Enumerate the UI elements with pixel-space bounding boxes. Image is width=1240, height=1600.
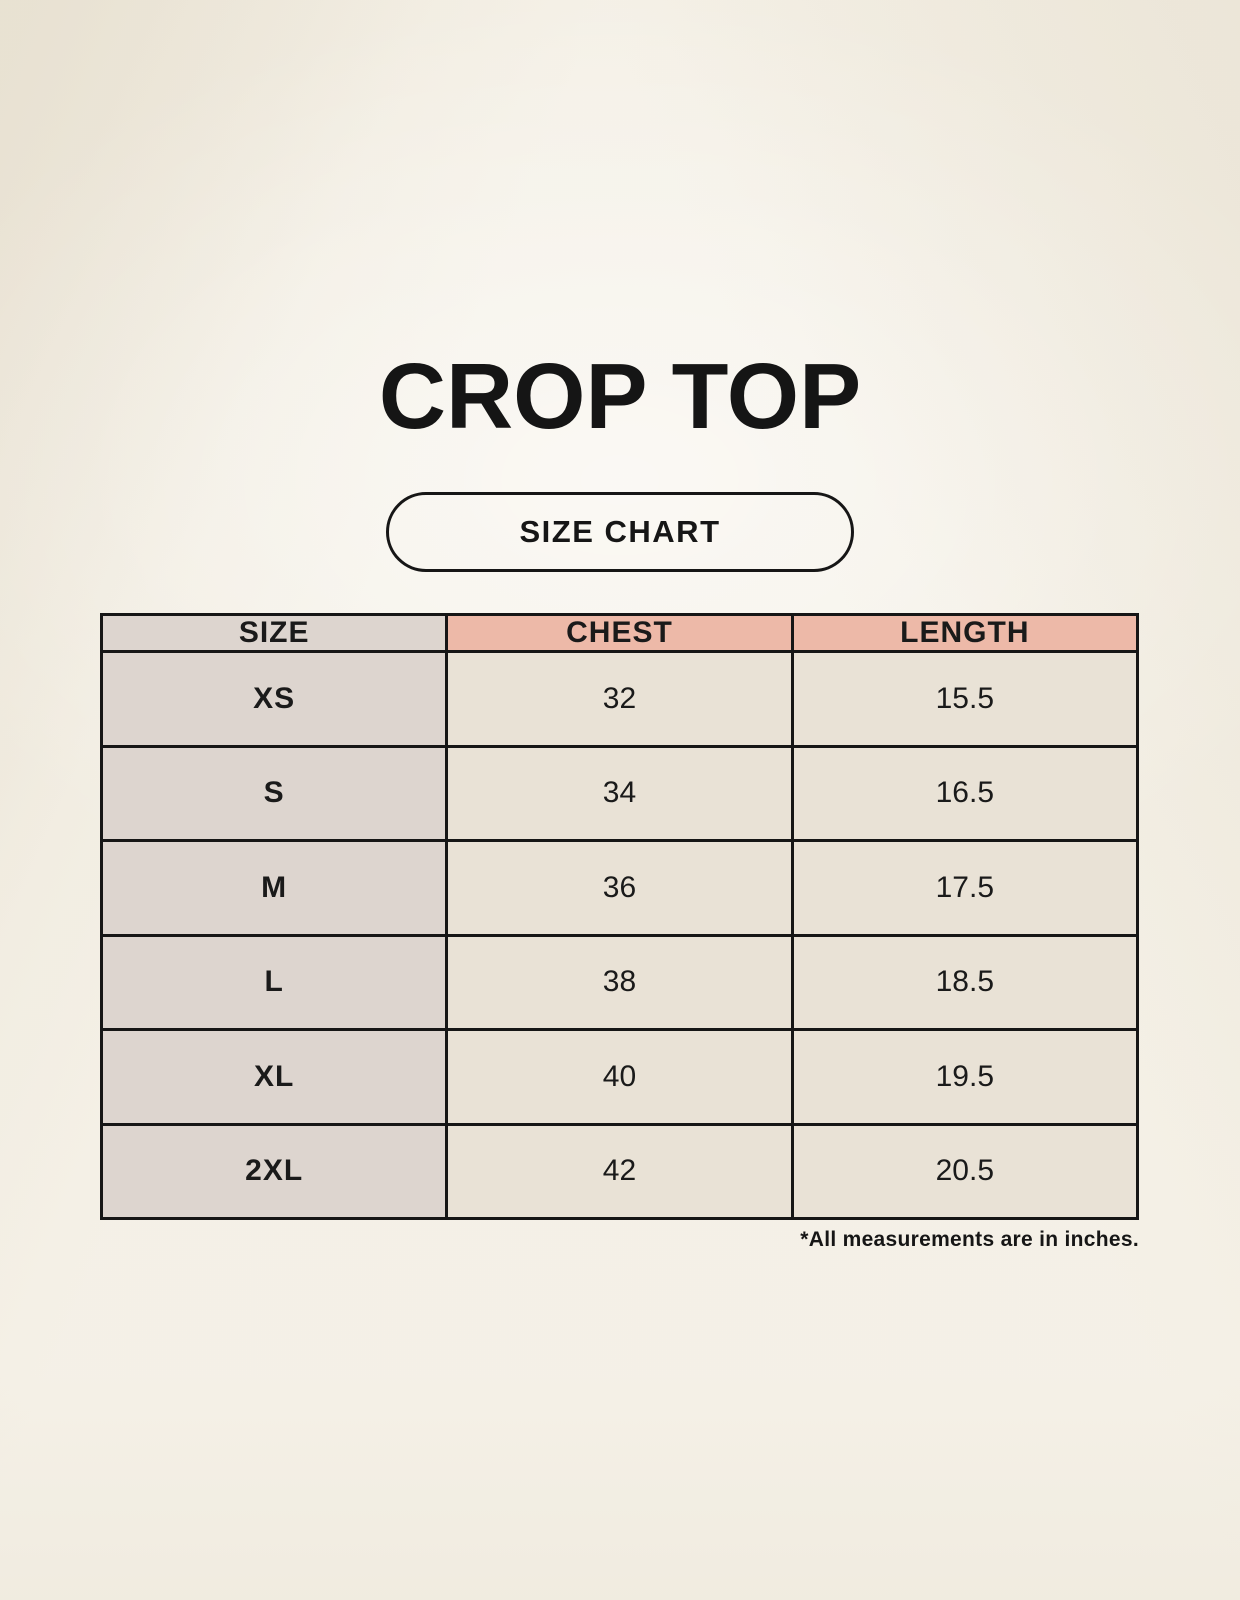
table-row-xl: XL 40 19.5 [99, 1028, 1140, 1126]
table-row-xs: XS 32 15.5 [99, 650, 1140, 748]
table-row-l: L 38 18.5 [99, 933, 1140, 1031]
table-header-row: SIZE CHEST LENGTH [99, 613, 1140, 653]
product-title: CROP TOP [378, 344, 862, 448]
size-cell: 2XL [99, 1122, 449, 1220]
size-chart-button[interactable]: SIZE CHART [386, 492, 854, 572]
size-cell: M [99, 839, 449, 937]
length-cell: 16.5 [790, 744, 1140, 842]
chest-cell: 34 [445, 744, 794, 842]
chest-cell: 38 [445, 933, 794, 1031]
table-row-m: M 36 17.5 [99, 839, 1140, 937]
chest-cell: 32 [445, 650, 794, 748]
size-chart-table: SIZE CHEST LENGTH XS 32 15.5 S 34 16.5 M… [99, 613, 1140, 1220]
length-cell: 18.5 [790, 933, 1140, 1031]
length-cell: 17.5 [790, 839, 1140, 937]
size-cell: XL [99, 1028, 449, 1126]
column-header-length: LENGTH [790, 613, 1140, 653]
length-cell: 15.5 [790, 650, 1140, 748]
chest-cell: 40 [445, 1028, 794, 1126]
chest-cell: 36 [445, 839, 794, 937]
length-cell: 20.5 [790, 1122, 1140, 1220]
measurements-note: *All measurements are in inches. [800, 1228, 1139, 1251]
size-chart-button-label: SIZE CHART [519, 514, 721, 549]
column-header-size: SIZE [99, 613, 449, 653]
chest-cell: 42 [445, 1122, 794, 1220]
size-cell: L [99, 933, 449, 1031]
size-cell: S [99, 744, 449, 842]
table-row-2xl: 2XL 42 20.5 [99, 1122, 1140, 1220]
column-header-chest: CHEST [445, 613, 794, 653]
size-cell: XS [99, 650, 449, 748]
length-cell: 19.5 [790, 1028, 1140, 1126]
table-row-s: S 34 16.5 [99, 744, 1140, 842]
